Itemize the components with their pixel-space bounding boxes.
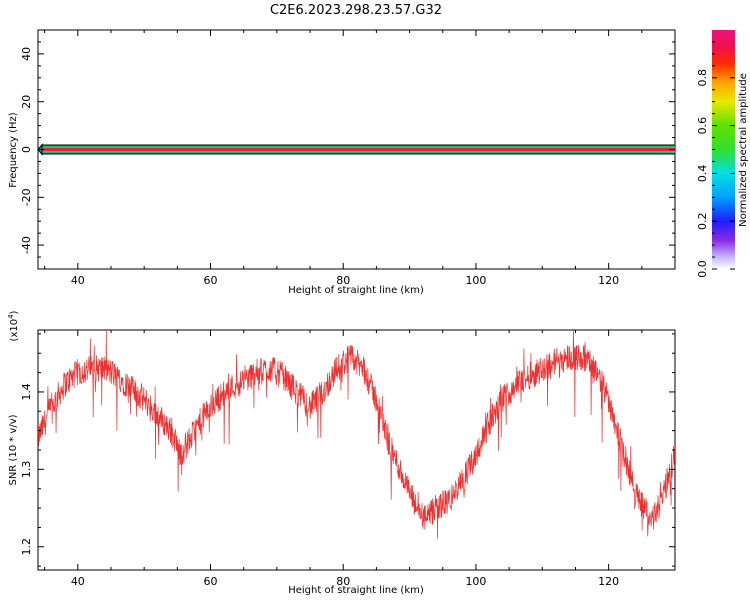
snr-series-line bbox=[38, 330, 675, 539]
spectrogram-x-tick-label: 80 bbox=[336, 274, 350, 287]
spectrogram-y-tick-label: -20 bbox=[20, 188, 33, 206]
snr-x-tick-label: 80 bbox=[336, 575, 350, 588]
spectrogram-y-tick-label: 40 bbox=[20, 47, 33, 61]
frequency-band bbox=[37, 143, 675, 156]
spectrogram-y-tick-label: -40 bbox=[20, 236, 33, 254]
spectrogram-x-tick-label: 120 bbox=[598, 274, 619, 287]
snr-y-tick-label: 1.3 bbox=[20, 461, 33, 479]
snr-y-axis-label: SNR (10 * v/v) bbox=[8, 414, 19, 485]
spectrogram-x-axis-label: Height of straight line (km) bbox=[288, 285, 424, 296]
snr-panel: 40 60 80 100 120 1.2 1.3 1.4 Height of straigh… bbox=[7, 310, 676, 596]
snr-x-tick-label: 100 bbox=[465, 575, 486, 588]
snr-x-tick-label: 40 bbox=[71, 575, 85, 588]
colorbar-gradient bbox=[712, 30, 735, 269]
colorbar-tick-label: 0.6 bbox=[696, 117, 709, 135]
spectrogram-y-ticks: -40 -20 0 20 40 bbox=[20, 29, 675, 270]
colorbar-tick-label: 0.4 bbox=[696, 165, 709, 183]
snr-y-tick-label: 1.2 bbox=[20, 538, 33, 556]
snr-x-tick-label: 120 bbox=[598, 575, 619, 588]
snr-x-tick-label: 60 bbox=[204, 575, 218, 588]
colorbar-tick-label: 0.8 bbox=[696, 69, 709, 87]
snr-scale-factor: (x104) bbox=[7, 310, 20, 341]
spectrogram-x-tick-label: 40 bbox=[71, 274, 85, 287]
snr-x-axis-label: Height of straight line (km) bbox=[288, 585, 424, 596]
spectrogram-x-tick-label: 60 bbox=[204, 274, 218, 287]
colorbar-tick-label: 0.2 bbox=[696, 212, 709, 230]
colorbar: 0.0 0.2 0.4 0.6 0.8 Normalized spectral ampl… bbox=[696, 30, 749, 278]
snr-y-ticks: 1.2 1.3 1.4 bbox=[20, 333, 675, 567]
snr-y-tick-label: 1.4 bbox=[20, 383, 33, 401]
spectrogram-x-tick-label: 100 bbox=[465, 274, 486, 287]
snr-x-ticks: 40 60 80 100 120 bbox=[44, 330, 676, 588]
colorbar-tick-label: 0.0 bbox=[696, 260, 709, 278]
spectrogram-y-tick-label: 20 bbox=[20, 95, 33, 109]
spectrogram-x-ticks: 40 60 80 100 120 bbox=[44, 30, 676, 287]
chart-title: C2E6.2023.298.23.57.G32 bbox=[270, 3, 442, 18]
colorbar-label: Normalized spectral amplitude bbox=[738, 73, 749, 227]
colorbar-ticks: 0.0 0.2 0.4 0.6 0.8 bbox=[696, 41, 735, 278]
band-center bbox=[42, 148, 675, 151]
spectrogram-y-tick-label: 0 bbox=[20, 146, 33, 153]
spectrogram-panel: 40 60 80 100 120 -40 -20 0 20 40 Height of strai… bbox=[8, 29, 676, 296]
spectrogram-y-axis-label: Frequency (Hz) bbox=[8, 112, 19, 188]
